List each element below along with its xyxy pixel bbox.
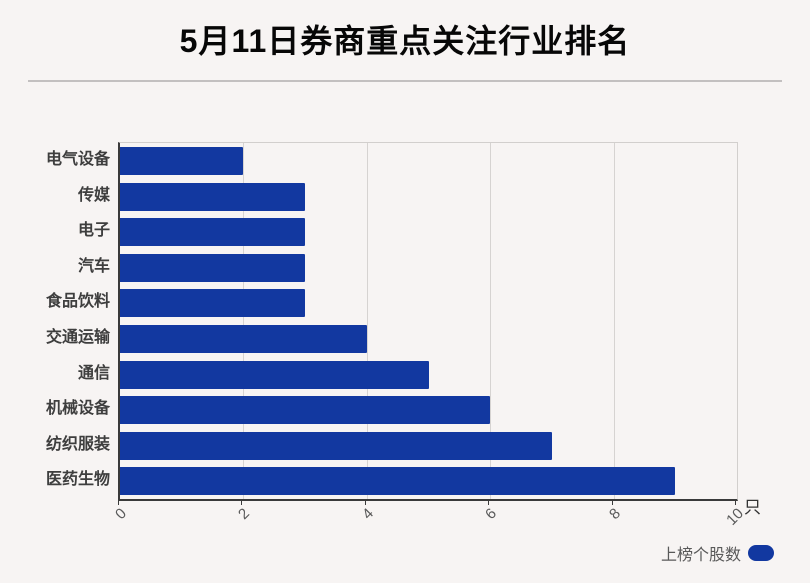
plot-area xyxy=(118,142,738,501)
gridline xyxy=(243,143,245,499)
bar-交通运输 xyxy=(120,325,367,353)
category-label: 食品饮料 xyxy=(45,293,110,311)
category-label: 纺织服装 xyxy=(45,435,110,453)
tick-mark xyxy=(735,500,736,505)
x-tick-label: 4 xyxy=(358,505,377,523)
title-divider xyxy=(28,80,782,82)
gridline xyxy=(366,143,368,499)
x-tick-label: 2 xyxy=(235,505,254,523)
category-label: 医药生物 xyxy=(45,471,110,489)
x-axis-unit-label: 只 xyxy=(744,498,761,517)
legend-label: 上榜个股数 xyxy=(660,547,741,564)
chart-title: 5月11日券商重点关注行业排名 xyxy=(179,23,631,59)
category-label: 通信 xyxy=(77,364,110,382)
x-tick-label: 0 xyxy=(112,505,131,523)
category-label: 传媒 xyxy=(77,186,110,204)
tick-mark xyxy=(488,500,490,505)
tick-mark xyxy=(118,500,119,505)
bar-通信 xyxy=(120,360,429,389)
gridline xyxy=(613,143,615,499)
bar-纺织服装 xyxy=(120,431,552,460)
legend-bar-marker-icon xyxy=(748,545,774,561)
gridline xyxy=(490,143,492,499)
x-tick-label: 6 xyxy=(482,505,501,523)
bar-机械设备 xyxy=(120,396,491,425)
category-label: 电子 xyxy=(77,222,110,240)
category-label: 电气设备 xyxy=(45,151,110,168)
legend: 上榜个股数 xyxy=(661,541,774,565)
tick-mark xyxy=(241,500,243,505)
bar-传媒 xyxy=(120,182,306,211)
tick-mark xyxy=(364,500,366,505)
bar-食品饮料 xyxy=(120,289,306,318)
category-label: 交通运输 xyxy=(45,329,110,346)
category-label: 汽车 xyxy=(77,257,110,275)
tick-mark xyxy=(611,500,613,505)
category-label: 机械设备 xyxy=(45,400,110,418)
bar-电气设备 xyxy=(120,147,244,175)
bar-汽车 xyxy=(120,253,306,282)
bar-电子 xyxy=(120,218,306,247)
x-tick-label: 8 xyxy=(605,505,624,523)
bar-医药生物 xyxy=(120,467,676,496)
